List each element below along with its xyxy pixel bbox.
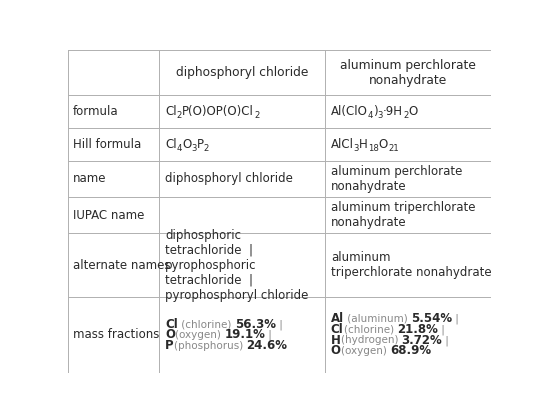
Text: 21: 21 <box>388 144 399 153</box>
Text: 4: 4 <box>368 111 373 120</box>
Text: P: P <box>197 138 204 151</box>
Text: |: | <box>442 335 452 346</box>
Text: (oxygen): (oxygen) <box>341 346 390 356</box>
Text: Cl: Cl <box>165 138 177 151</box>
Text: 3: 3 <box>354 144 359 153</box>
Text: 2: 2 <box>177 111 182 120</box>
Text: P: P <box>165 339 174 352</box>
Text: Hill formula: Hill formula <box>73 138 142 151</box>
Text: (phosphorus): (phosphorus) <box>174 341 246 351</box>
Text: name: name <box>73 172 107 185</box>
Text: diphosphoric
tetrachloride  |
pyrophosphoric
tetrachloride  |
pyrophosphoryl chl: diphosphoric tetrachloride | pyrophospho… <box>165 229 308 302</box>
Text: |: | <box>265 330 275 340</box>
Text: (chlorine): (chlorine) <box>178 319 235 329</box>
Text: 21.8%: 21.8% <box>397 323 438 336</box>
Text: aluminum
triperchlorate nonahydrate: aluminum triperchlorate nonahydrate <box>331 251 492 279</box>
Text: Cl: Cl <box>165 105 177 118</box>
Text: |: | <box>452 314 462 324</box>
Text: IUPAC name: IUPAC name <box>73 209 144 222</box>
Text: Cl: Cl <box>165 318 178 331</box>
Text: formula: formula <box>73 105 119 118</box>
Text: (aluminum): (aluminum) <box>344 314 411 324</box>
Text: O: O <box>182 138 191 151</box>
Text: alternate names: alternate names <box>73 259 171 272</box>
Text: O: O <box>379 138 388 151</box>
Text: (hydrogen): (hydrogen) <box>341 335 402 345</box>
Text: aluminum triperchlorate
nonahydrate: aluminum triperchlorate nonahydrate <box>331 201 475 229</box>
Text: 3: 3 <box>191 144 197 153</box>
Text: 2: 2 <box>204 144 209 153</box>
Text: diphosphoryl chloride: diphosphoryl chloride <box>175 66 308 79</box>
Text: Al(ClO: Al(ClO <box>331 105 368 118</box>
Text: 19.1%: 19.1% <box>225 328 265 341</box>
Text: O: O <box>331 344 341 357</box>
Text: Cl: Cl <box>331 323 343 336</box>
Text: P(O)OP(O)Cl: P(O)OP(O)Cl <box>182 105 254 118</box>
Text: |: | <box>276 319 286 330</box>
Text: H: H <box>359 138 368 151</box>
Text: (oxygen): (oxygen) <box>175 330 225 340</box>
Text: 2: 2 <box>254 111 259 120</box>
Text: 3.72%: 3.72% <box>402 334 442 347</box>
Text: mass fractions: mass fractions <box>73 328 160 341</box>
Text: ): ) <box>373 105 378 118</box>
Text: 2: 2 <box>403 111 408 120</box>
Text: aluminum perchlorate
nonahydrate: aluminum perchlorate nonahydrate <box>340 59 475 87</box>
Text: 3: 3 <box>378 111 383 120</box>
Text: 24.6%: 24.6% <box>246 339 287 352</box>
Text: 4: 4 <box>177 144 182 153</box>
Text: 56.3%: 56.3% <box>235 318 276 331</box>
Text: AlCl: AlCl <box>331 138 354 151</box>
Text: O: O <box>165 328 175 341</box>
Text: 5.54%: 5.54% <box>411 313 452 326</box>
Text: 18: 18 <box>368 144 379 153</box>
Text: |: | <box>438 324 448 335</box>
Text: ·9H: ·9H <box>383 105 403 118</box>
Text: H: H <box>331 334 341 347</box>
Text: (chlorine): (chlorine) <box>343 325 397 335</box>
Text: Al: Al <box>331 313 344 326</box>
Text: aluminum perchlorate
nonahydrate: aluminum perchlorate nonahydrate <box>331 165 462 193</box>
Text: 68.9%: 68.9% <box>390 344 431 357</box>
Text: diphosphoryl chloride: diphosphoryl chloride <box>165 172 293 185</box>
Text: O: O <box>408 105 417 118</box>
